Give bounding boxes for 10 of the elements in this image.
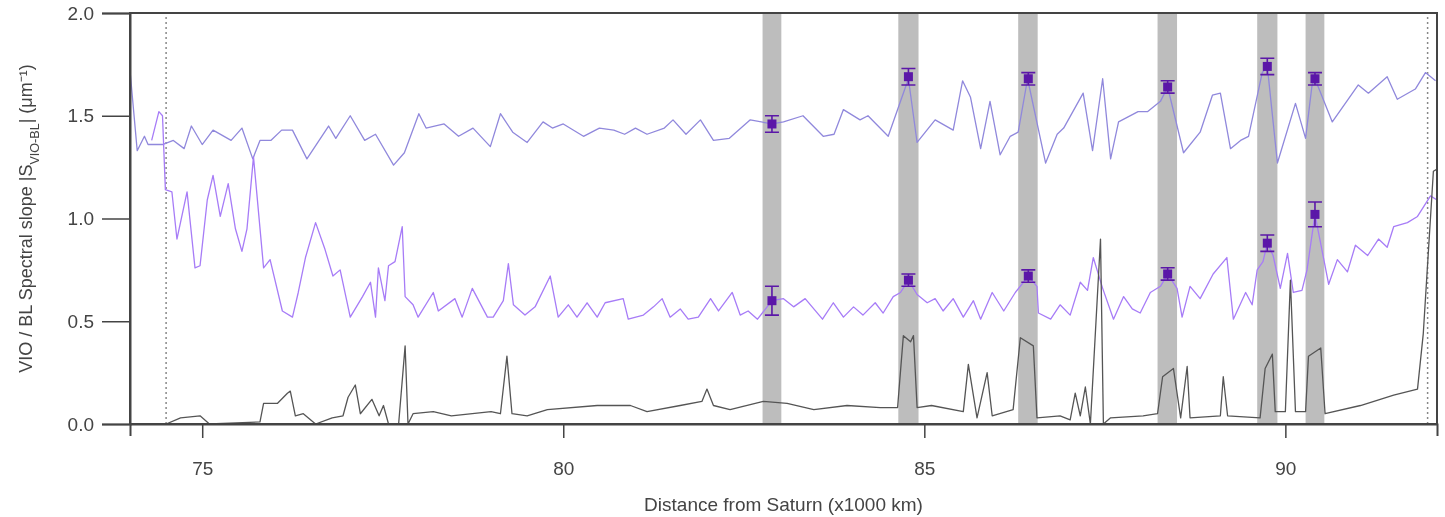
y-tick-label: 1.0 (67, 208, 94, 230)
y-tick-label: 0.5 (67, 310, 94, 332)
x-axis-title: Distance from Saturn (x1000 km) (644, 494, 923, 515)
x-tick-label: 90 (1275, 458, 1297, 480)
x-tick-label: 75 (192, 458, 214, 480)
y-tick-label: 1.5 (67, 105, 94, 127)
x-tick-label: 85 (914, 458, 936, 480)
x-tick-label: 80 (553, 458, 575, 480)
y-tick-label: 0.0 (67, 413, 94, 435)
y-tick-label: 2.0 (67, 2, 94, 24)
